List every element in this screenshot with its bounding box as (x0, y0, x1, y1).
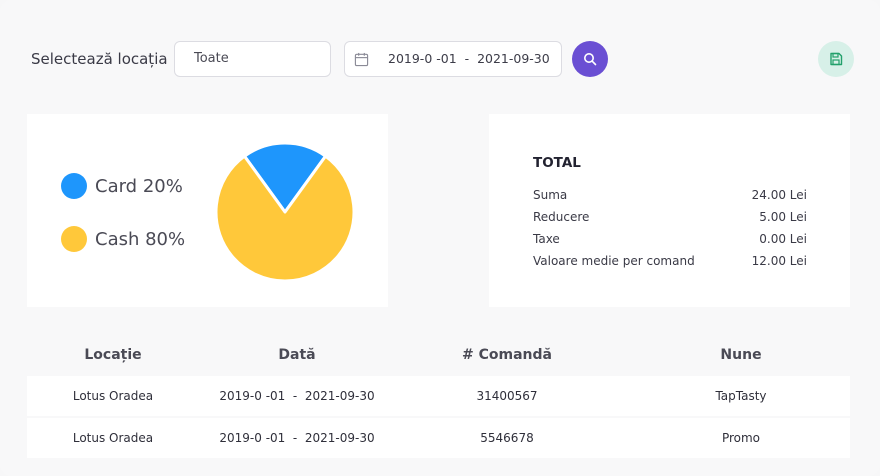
location-select[interactable]: Toate (174, 41, 331, 77)
payment-methods-card: Card 20% Cash 80% (27, 114, 388, 307)
totals-value: 24.00 Lei (751, 188, 807, 202)
table-row[interactable]: Lotus Oradea 2019-0 -01 - 2021-09-30 554… (27, 418, 850, 458)
date-range-picker[interactable]: 2019-0 -01 - 2021-09-30 (344, 41, 562, 77)
totals-row-suma: Suma 24.00 Lei (533, 188, 807, 202)
cell-date: 2019-0 -01 - 2021-09-30 (219, 389, 375, 403)
cell-order: 5546678 (480, 431, 534, 445)
save-button[interactable] (818, 41, 854, 77)
calendar-icon (354, 52, 369, 67)
column-header-order[interactable]: # Comandă (462, 347, 552, 363)
search-button[interactable] (572, 41, 608, 77)
totals-label: Reducere (533, 210, 590, 224)
cell-location: Lotus Oradea (72, 431, 154, 445)
pie-slice-cash (215, 154, 355, 282)
legend-label-cash: Cash 80% (95, 228, 186, 250)
location-label: Selectează locația (31, 50, 168, 68)
totals-label: Valoare medie per comand (533, 254, 695, 268)
totals-row-reducere: Reducere 5.00 Lei (533, 210, 807, 224)
legend-label-card: Card 20% (95, 175, 183, 197)
totals-value: 5.00 Lei (759, 210, 807, 224)
cell-name: Promo (721, 431, 761, 445)
save-icon (830, 52, 843, 66)
legend-item-cash: Cash 80% (61, 226, 185, 252)
totals-card: TOTAL Suma 24.00 Lei Reducere 5.00 Lei T… (489, 114, 850, 307)
totals-row-valoare-medie: Valoare medie per comand 12.00 Lei (533, 254, 807, 268)
totals-row-taxe: Taxe 0.00 Lei (533, 232, 807, 246)
table-header: Locație Dată # Comandă Nune (27, 335, 850, 375)
legend-dot-card (61, 173, 87, 199)
totals-value: 12.00 Lei (751, 254, 807, 268)
search-icon (584, 53, 597, 66)
table-row[interactable]: Lotus Oradea 2019-0 -01 - 2021-09-30 314… (27, 376, 850, 416)
totals-title: TOTAL (533, 155, 581, 171)
column-header-date[interactable]: Dată (278, 347, 316, 363)
cell-location: Lotus Oradea (72, 389, 154, 403)
legend-dot-cash (61, 226, 87, 252)
totals-value: 0.00 Lei (759, 232, 807, 246)
cell-order: 31400567 (476, 389, 538, 403)
cell-date: 2019-0 -01 - 2021-09-30 (219, 431, 375, 445)
payment-pie-chart (215, 142, 355, 282)
pie-slice-card (242, 142, 328, 214)
totals-label: Taxe (533, 232, 560, 246)
date-range-value: 2019-0 -01 - 2021-09-30 (388, 51, 550, 66)
column-header-name[interactable]: Nune (720, 347, 762, 363)
legend-item-card: Card 20% (61, 173, 183, 199)
column-header-location[interactable]: Locație (84, 347, 142, 363)
cell-name: TapTasty (715, 389, 767, 403)
totals-label: Suma (533, 188, 568, 202)
